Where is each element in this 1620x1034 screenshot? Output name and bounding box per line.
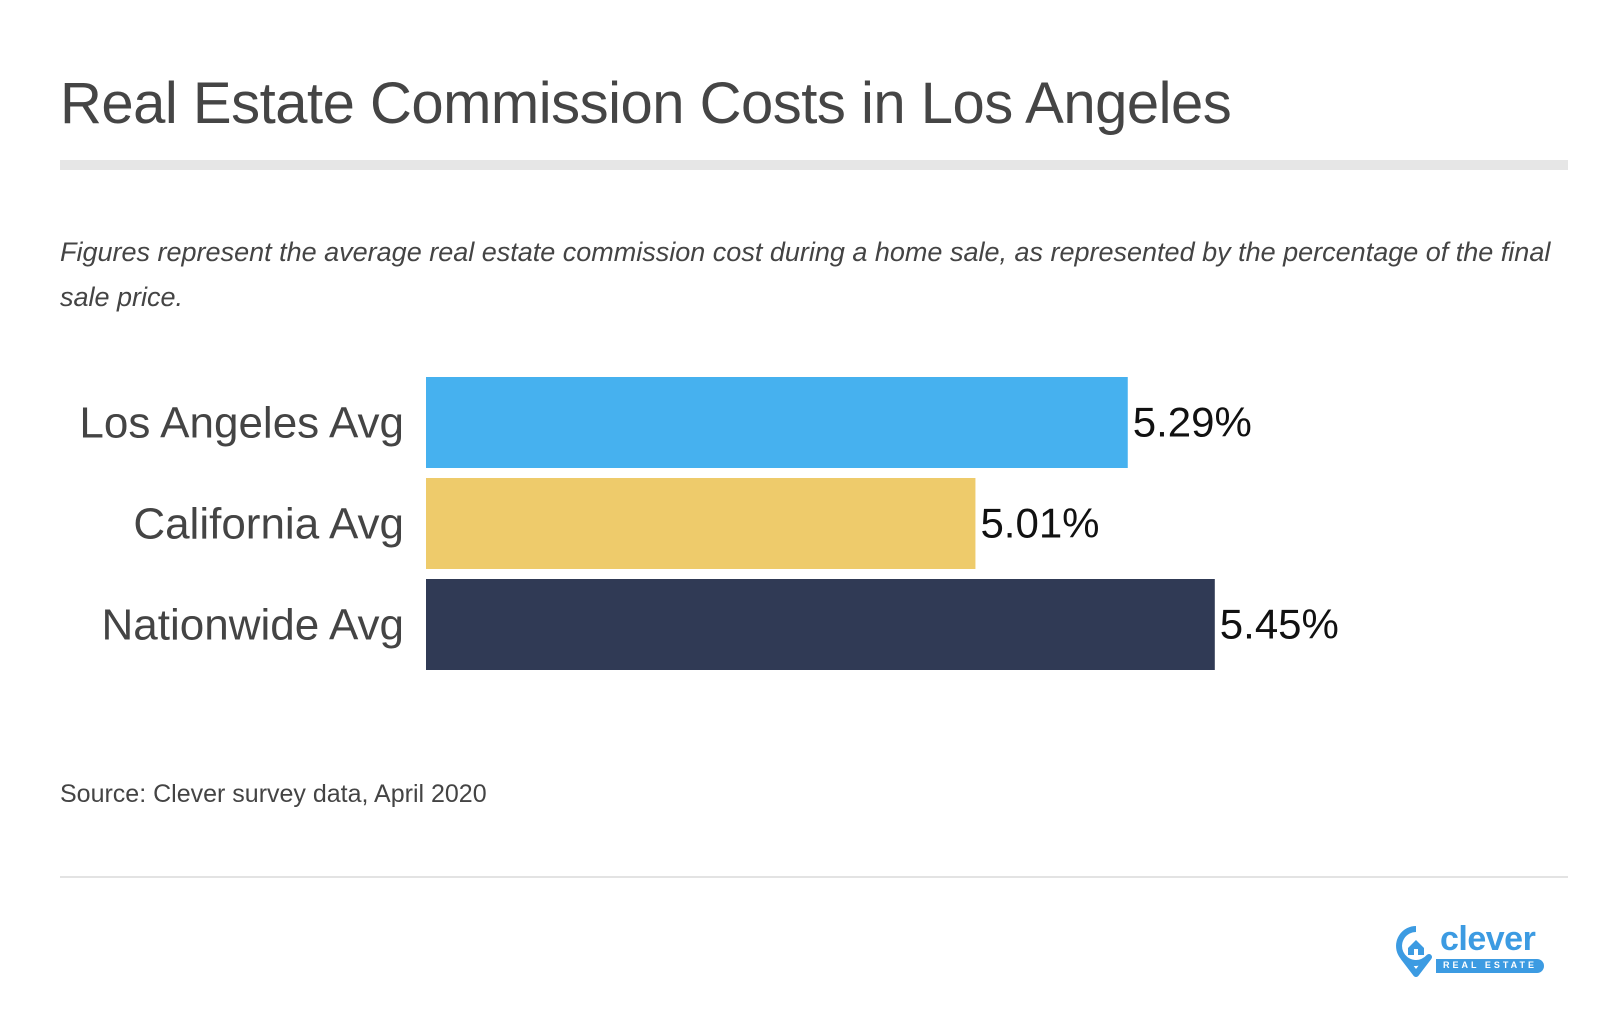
logo-tagline-band: REAL ESTATE: [1436, 959, 1544, 973]
clever-logo: clever REAL ESTATE: [1396, 920, 1546, 978]
footer-divider: [60, 876, 1568, 878]
bars-layer: Los Angeles Avg 5.29% California Avg 5.01% N…: [79, 377, 1339, 670]
bar-nationwide-avg: [426, 579, 1215, 670]
value-label-california-avg: 5.01%: [980, 500, 1099, 547]
location-pin-house-icon: [1396, 926, 1432, 977]
chart-subtitle: Figures represent the average real estat…: [60, 237, 1551, 312]
value-label-nationwide-avg: 5.45%: [1220, 601, 1339, 648]
category-label-los-angeles-avg: Los Angeles Avg: [79, 399, 404, 448]
value-label-los-angeles-avg: 5.29%: [1133, 399, 1252, 446]
source-note: Source: Clever survey data, April 2020: [60, 780, 487, 808]
bar-los-angeles-avg: [426, 377, 1128, 468]
bar-california-avg: [426, 478, 976, 569]
bar-chart: Los Angeles Avg 5.29% California Avg 5.01% N…: [79, 377, 1339, 670]
chart-title: Real Estate Commission Costs in Los Ange…: [60, 71, 1232, 136]
logo-tagline: REAL ESTATE: [1442, 960, 1537, 970]
logo-wordmark: clever: [1440, 920, 1536, 958]
category-label-california-avg: California Avg: [133, 500, 404, 549]
title-divider: [60, 160, 1568, 170]
category-label-nationwide-avg: Nationwide Avg: [102, 601, 405, 650]
